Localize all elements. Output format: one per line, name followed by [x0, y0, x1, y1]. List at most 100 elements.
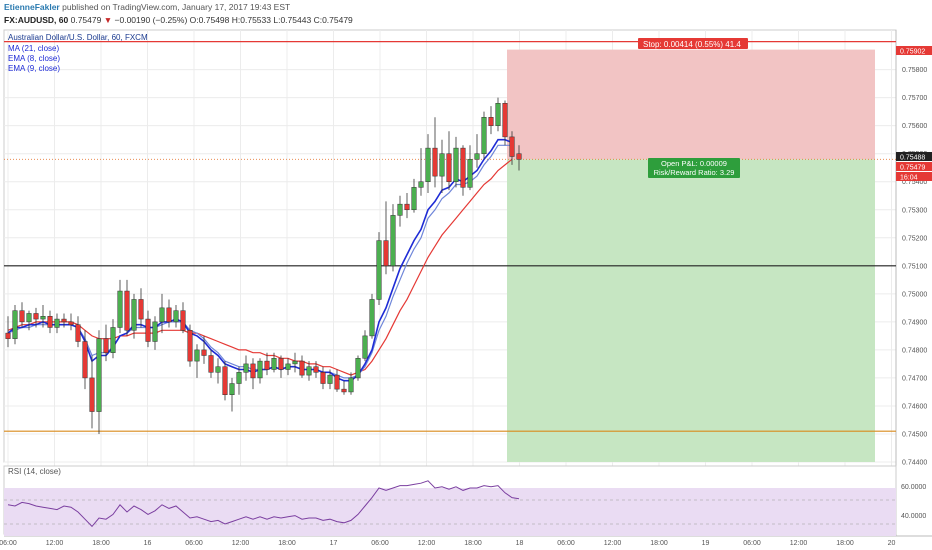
candle: [432, 117, 438, 188]
candle: [488, 106, 494, 135]
candle: [159, 293, 165, 334]
low-value: L:0.75443: [273, 15, 312, 25]
candle: [425, 134, 431, 193]
author-name[interactable]: EtienneFakler: [4, 2, 60, 12]
candle-body: [222, 366, 228, 395]
candle-body: [12, 310, 18, 339]
candle: [299, 355, 305, 378]
candle: [201, 335, 207, 364]
candle-body: [474, 153, 480, 160]
last-price: 0.75479: [70, 15, 102, 25]
close-value: C:0.75479: [313, 15, 353, 25]
time-tick: 19: [702, 540, 710, 547]
legend-item-ma21[interactable]: MA (21, close): [8, 44, 59, 53]
candle-body: [54, 318, 60, 328]
candle: [215, 358, 221, 384]
price-tick: 0.75700: [902, 95, 927, 102]
rsi-line: [7, 480, 520, 528]
candle-body: [89, 377, 95, 412]
time-tick: 18:00: [836, 540, 854, 547]
candle: [47, 310, 53, 334]
candle-body: [320, 372, 326, 384]
time-tick: 12:00: [418, 540, 436, 547]
candle: [278, 355, 284, 378]
candle: [285, 358, 291, 376]
candle: [495, 97, 501, 132]
candle-body: [257, 360, 263, 379]
candle-body: [26, 313, 32, 323]
time-tick: 12:00: [46, 540, 64, 547]
time-tick: 06:00: [185, 540, 203, 547]
price-tick: 0.75300: [902, 207, 927, 214]
candle-body: [306, 366, 312, 376]
stop-badge[interactable]: Stop: 0.00414 (0.55%) 41.4: [638, 38, 748, 49]
candle-body: [68, 321, 74, 325]
candle: [117, 279, 123, 334]
publish-info: EtienneFakler published on TradingView.c…: [4, 2, 290, 12]
candle-body: [124, 290, 130, 331]
price-axis[interactable]: 0.758000.757000.756000.755000.754000.753…: [902, 67, 927, 466]
candle: [82, 330, 88, 390]
candle: [271, 352, 277, 373]
candle-body: [369, 299, 375, 337]
symbol-info: FX:AUDUSD, 60 0.75479 ▼ −0.00190 (−0.25%…: [4, 15, 353, 25]
rsi-title: RSI (14, close): [8, 467, 61, 476]
candle-body: [208, 355, 214, 373]
series-line-0: [7, 158, 513, 376]
published-text: published on TradingView.com, January 17…: [62, 2, 291, 12]
time-tick: 06:00: [371, 540, 389, 547]
price-tick: 0.75200: [902, 235, 927, 242]
candle: [180, 302, 186, 334]
candle: [411, 178, 417, 213]
candle: [439, 139, 445, 193]
stop-label: Stop: 0.00414 (0.55%) 41.4: [643, 40, 741, 49]
candle: [502, 100, 508, 146]
candle-body: [215, 366, 221, 373]
time-axis[interactable]: 06:00 12:00 18:00 16 06:00 12:00 18:00 17 06:00 1…: [0, 540, 895, 547]
chart-area[interactable]: Stop: 0.00414 (0.55%) 41.4 Open P&L: 0.0…: [0, 26, 932, 550]
candle-body: [166, 307, 172, 323]
candle: [229, 377, 235, 412]
high-value: H:0.75533: [231, 15, 271, 25]
candle-body: [334, 374, 340, 390]
candle: [369, 293, 375, 339]
price-tick: 0.75600: [902, 123, 927, 130]
candle: [243, 355, 249, 381]
candle: [313, 361, 319, 378]
candle: [12, 305, 18, 345]
candle: [194, 344, 200, 378]
candle: [257, 358, 263, 384]
candle: [355, 355, 361, 381]
candle-body: [383, 240, 389, 267]
candle-body: [278, 358, 284, 370]
candle: [460, 145, 466, 196]
candle: [320, 366, 326, 390]
candle: [446, 131, 452, 191]
candle: [509, 131, 515, 165]
candle-body: [194, 349, 200, 362]
legend-item-ema8[interactable]: EMA (8, close): [8, 54, 60, 63]
candle: [376, 232, 382, 306]
candle: [516, 145, 522, 171]
candle: [453, 136, 459, 188]
candle-body: [19, 310, 25, 323]
candle: [89, 355, 95, 429]
candle-body: [467, 159, 473, 188]
candle-body: [187, 330, 193, 362]
rsi-band: [4, 488, 896, 536]
price-tick: 0.74400: [902, 460, 927, 467]
candle-body: [5, 332, 11, 339]
candle: [96, 330, 102, 434]
pnl-badge[interactable]: Open P&L: 0.00009 Risk/Reward Ratio: 3.2…: [648, 158, 740, 178]
candle-body: [117, 290, 123, 328]
legend-item-ema9[interactable]: EMA (9, close): [8, 64, 60, 73]
time-tick: 06:00: [743, 540, 761, 547]
candle-body: [390, 215, 396, 267]
candle-body: [481, 117, 487, 154]
rsi-tick-60: 60.0000: [901, 484, 926, 491]
candle: [166, 299, 172, 328]
time-tick: 18:00: [92, 540, 110, 547]
candle-body: [327, 374, 333, 384]
candle: [5, 316, 11, 348]
price-tick: 0.74900: [902, 319, 927, 326]
